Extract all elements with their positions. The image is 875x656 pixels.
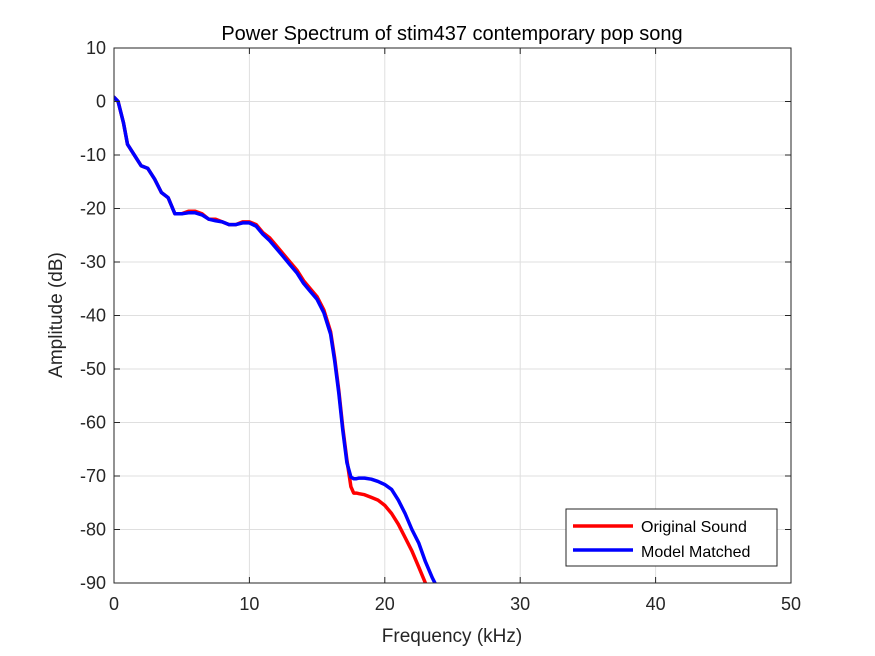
y-tick-label: -60 (80, 413, 106, 433)
ticks (113, 47, 792, 584)
legend: Original Sound Model Matched (565, 508, 778, 567)
y-tick-label: -30 (80, 252, 106, 272)
y-tick-label: -20 (80, 199, 106, 219)
y-tick-label: -40 (80, 306, 106, 326)
x-tick-label: 30 (510, 594, 530, 614)
y-tick-label: -80 (80, 520, 106, 540)
y-tick-label: -70 (80, 466, 106, 486)
x-axis-label: Frequency (kHz) (382, 626, 522, 647)
legend-label-original-sound: Original Sound (641, 519, 747, 536)
legend-label-model-matched: Model Matched (641, 544, 750, 561)
y-tick-label: 0 (96, 92, 106, 112)
chart-title: Power Spectrum of stim437 contemporary p… (221, 23, 682, 45)
tick-labels: 0 10 20 30 40 50 10 0 -10 -20 -30 -40 -50 -60 -70 -80 -9… (80, 38, 801, 614)
series-line-model-matched (114, 95, 437, 583)
y-tick-label: -10 (80, 145, 106, 165)
y-tick-label: 10 (86, 38, 106, 58)
y-axis-label: Amplitude (dB) (46, 252, 67, 378)
y-tick-label: -50 (80, 359, 106, 379)
series-group (114, 95, 437, 583)
x-tick-label: 0 (109, 594, 119, 614)
x-tick-label: 20 (375, 594, 395, 614)
y-tick-label: -90 (80, 573, 106, 593)
x-tick-label: 10 (239, 594, 259, 614)
x-tick-label: 50 (781, 594, 801, 614)
x-tick-label: 40 (646, 594, 666, 614)
grid (113, 47, 792, 584)
legend-box (565, 508, 778, 567)
